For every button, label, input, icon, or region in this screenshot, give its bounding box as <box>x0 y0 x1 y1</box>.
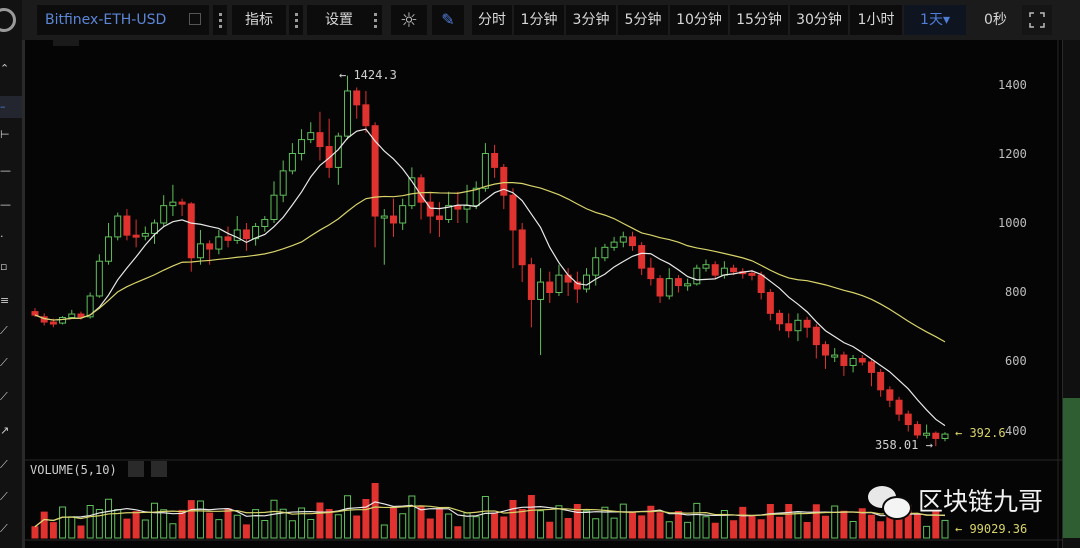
y-tick-600: 600 <box>1005 354 1027 368</box>
fullscreen-icon[interactable] <box>1022 5 1052 35</box>
fib-icon[interactable]: ⟋ <box>0 356 8 369</box>
ray-icon[interactable]: ⟋ <box>0 324 8 337</box>
countdown-label: 0秒 <box>984 12 1007 28</box>
settings-button[interactable]: 设置 <box>307 5 371 35</box>
watermark-text: 区块链九哥 <box>918 487 1044 516</box>
interval-3m[interactable]: 3分钟 <box>566 5 616 35</box>
low-annotation: 358.01 → <box>875 438 933 452</box>
volume-last-annotation: ← 99029.36 <box>955 522 1028 536</box>
interval-15m[interactable]: 15分钟 <box>730 5 788 35</box>
y-tick-1200: 1200 <box>998 147 1027 161</box>
trend-line-icon[interactable]: — <box>0 198 11 211</box>
external-link-icon[interactable] <box>189 13 201 25</box>
settings-menu-icon[interactable] <box>368 5 382 35</box>
interval-1d-dropdown[interactable]: 1天▾ <box>904 5 966 35</box>
measure-icon[interactable]: ▫ <box>0 260 8 273</box>
volume-last-value: 99029.36 <box>969 522 1028 536</box>
interval-tick[interactable]: 分时 <box>472 5 512 35</box>
depth-chart-preview <box>1063 398 1080 538</box>
cursor-icon[interactable]: ⌃ <box>0 62 10 75</box>
interval-1h[interactable]: 1小时 <box>850 5 902 35</box>
high-annotation: ← 1424.3 <box>339 68 397 82</box>
low-value: 358.01 <box>875 438 919 452</box>
pencil-icon[interactable]: ✎ <box>432 5 464 35</box>
interval-1m[interactable]: 1分钟 <box>514 5 564 35</box>
interval-5m[interactable]: 5分钟 <box>618 5 668 35</box>
indicators-button[interactable]: 指标 <box>232 5 286 35</box>
parallel-channel-icon[interactable]: ≡ <box>0 294 10 307</box>
last-price-annotation: ← 392.6 <box>955 426 1006 440</box>
y-tick-800: 800 <box>1005 285 1027 299</box>
top-toolbar: Bitfinex-ETH-USD 指标 设置 ☼ ✎ 分时 1分钟 3分钟 5分… <box>0 0 1080 40</box>
interval-10m[interactable]: 10分钟 <box>670 5 728 35</box>
pitchfork-icon[interactable]: ⟋ <box>0 458 8 471</box>
symbol-label: Bitfinex-ETH-USD <box>45 12 167 28</box>
sidebar-divider[interactable] <box>22 40 25 548</box>
chart-area[interactable]: 1400 1200 1000 800 600 400 ← 1424.3 358.… <box>25 40 1062 548</box>
drawing-toolbar: ⌃ – ⊢ — — · ▫ ≡ ⟋ ⟋ ⟋ ↗ ⟋ ⟋ ⟋ <box>0 40 22 548</box>
horizontal-line-icon[interactable]: — <box>0 164 11 177</box>
dot-icon[interactable]: · <box>0 230 4 243</box>
gann-icon[interactable]: ⟋ <box>0 522 8 535</box>
symbol-menu-icon[interactable] <box>213 5 227 35</box>
candlestick-chart <box>25 40 1062 548</box>
y-tick-1000: 1000 <box>998 216 1027 230</box>
wechat-icon-2 <box>882 496 912 520</box>
crosshair-tool[interactable]: – <box>0 96 22 118</box>
indicators-menu-icon[interactable] <box>289 5 303 35</box>
volume-settings-icon[interactable] <box>128 461 144 477</box>
volume-close-icon[interactable] <box>151 461 167 477</box>
angle-icon[interactable]: ⟋ <box>0 490 8 503</box>
watermark: 区块链九哥 <box>868 480 1058 520</box>
y-tick-400: 400 <box>1005 424 1027 438</box>
brightness-icon[interactable]: ☼ <box>391 5 427 35</box>
right-side-panel[interactable] <box>1062 40 1080 548</box>
arrow-icon[interactable]: ↗ <box>0 424 10 437</box>
high-value: 1424.3 <box>353 68 397 82</box>
horizontal-ray-icon[interactable]: ⊢ <box>0 128 10 141</box>
volume-panel-title: VOLUME(5,10) <box>30 463 117 477</box>
line-segment-icon[interactable]: ⟋ <box>0 390 8 403</box>
app-logo <box>0 0 22 40</box>
symbol-selector[interactable]: Bitfinex-ETH-USD <box>37 5 209 35</box>
last-price-value: 392.6 <box>969 426 1006 440</box>
interval-30m[interactable]: 30分钟 <box>790 5 848 35</box>
y-tick-1400: 1400 <box>998 78 1027 92</box>
collapse-toolbar-handle[interactable] <box>53 40 79 46</box>
logo-icon <box>0 8 16 32</box>
